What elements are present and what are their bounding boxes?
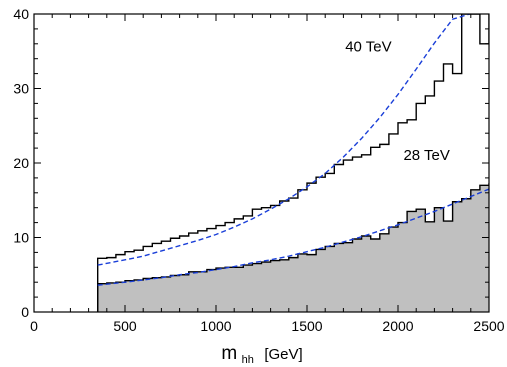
x-axis-title-sub: hh [242,354,254,366]
y-tick-label: 10 [13,230,29,246]
x-axis-title: m hh [GeV] [221,343,302,367]
label-28tev: 28 TeV [403,147,449,164]
y-tick-label: 40 [13,6,29,22]
x-tick-label: 1000 [200,318,231,334]
label-40tev: 40 TeV [345,38,391,55]
x-axis-title-unit: [GeV] [264,346,302,363]
x-axis-title-main: m [221,343,237,364]
curve-40tev-dashed [97,14,470,266]
y-tick-label: 0 [21,304,29,320]
y-tick-label: 20 [13,155,29,171]
y-tick-label: 30 [13,81,29,97]
hist-40tev-outline [96,14,489,312]
x-tick-label: 1500 [291,318,322,334]
x-tick-label: 500 [113,318,137,334]
x-tick-label: 2500 [473,318,504,334]
curve-28tev-dashed [97,188,489,286]
hist-28tev-fill [97,183,489,312]
x-tick-label: 0 [30,318,38,334]
x-tick-label: 2000 [382,318,413,334]
